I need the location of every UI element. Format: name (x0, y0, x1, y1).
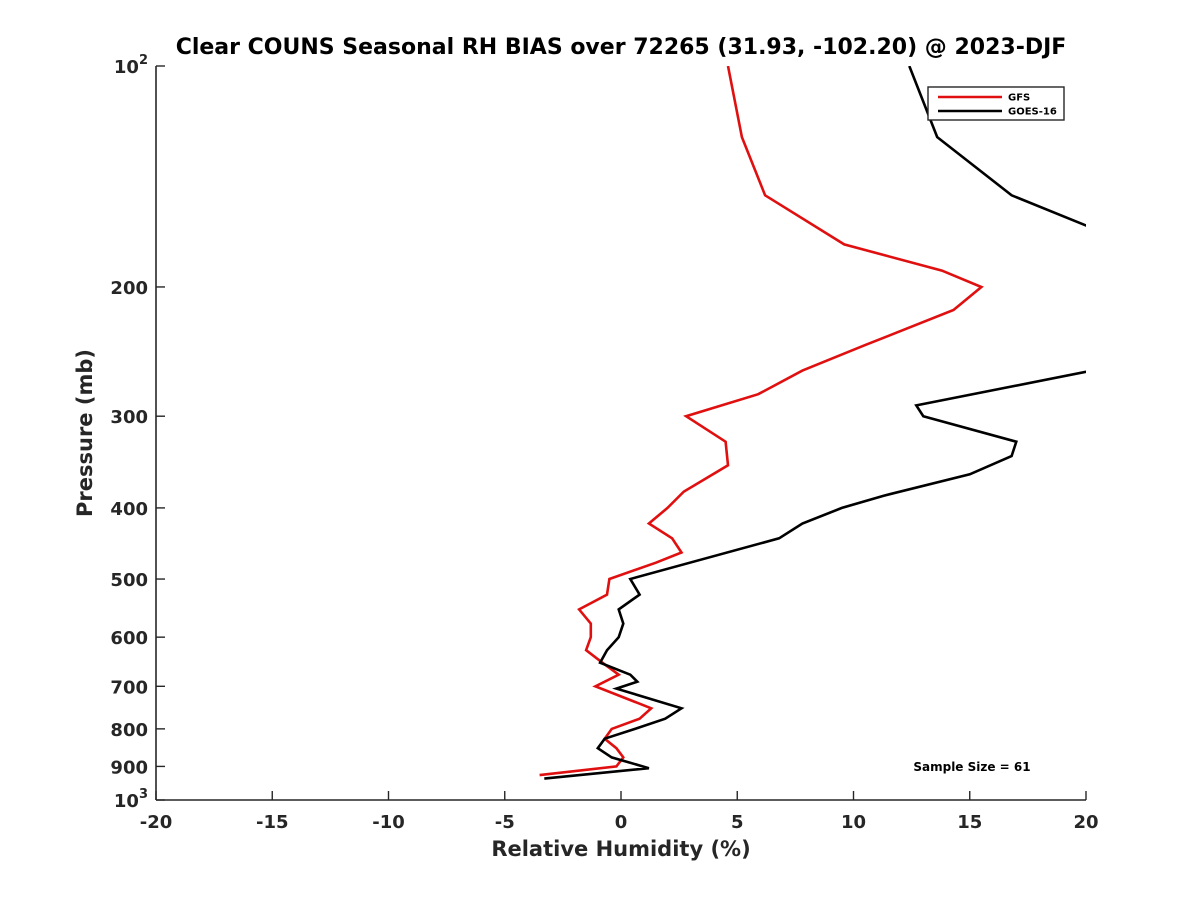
x-ticks: -20 -15 -10 -5 0 5 10 15 20 (140, 791, 1099, 833)
legend-box (927, 86, 1065, 121)
y-tick-label: 700 (110, 677, 148, 698)
x-tick-label: -10 (372, 812, 405, 833)
series-lines (539, 66, 1086, 780)
x-axis-label: Relative Humidity (%) (491, 837, 750, 861)
series-line-goes-16 (544, 66, 1086, 780)
x-tick-label: 5 (731, 812, 744, 833)
y-tick-label: 500 (110, 570, 148, 591)
y-tick-label: 400 (110, 499, 148, 520)
x-tick-label: 15 (957, 812, 982, 833)
y-tick-label: 103 (114, 787, 148, 812)
y-tick-label: 300 (110, 407, 148, 428)
x-tick-label: -20 (140, 812, 173, 833)
y-axis-label: Pressure (mb) (73, 349, 97, 517)
y-tick-label: 600 (110, 628, 148, 649)
y-tick-label: 200 (110, 278, 148, 299)
y-tick-label: 900 (110, 757, 148, 778)
legend-label: GFS (1008, 93, 1030, 104)
sample-size-annotation: Sample Size = 61 (913, 760, 1030, 774)
x-tick-label: -5 (495, 812, 515, 833)
y-tick-label: 102 (114, 53, 148, 78)
legend-label: GOES-16 (1008, 107, 1057, 118)
chart-title: Clear COUNS Seasonal RH BIAS over 72265 … (176, 35, 1067, 60)
y-ticks: 102 200 300 400 500 600 700 800 900 103 (110, 53, 165, 812)
x-tick-label: 20 (1073, 812, 1098, 833)
series-line-gfs (539, 66, 984, 777)
legend: GFS GOES-16 (927, 86, 1065, 121)
y-tick-label: 800 (110, 720, 148, 741)
x-tick-label: 0 (615, 812, 628, 833)
x-tick-label: 10 (841, 812, 866, 833)
x-tick-label: -15 (256, 812, 289, 833)
